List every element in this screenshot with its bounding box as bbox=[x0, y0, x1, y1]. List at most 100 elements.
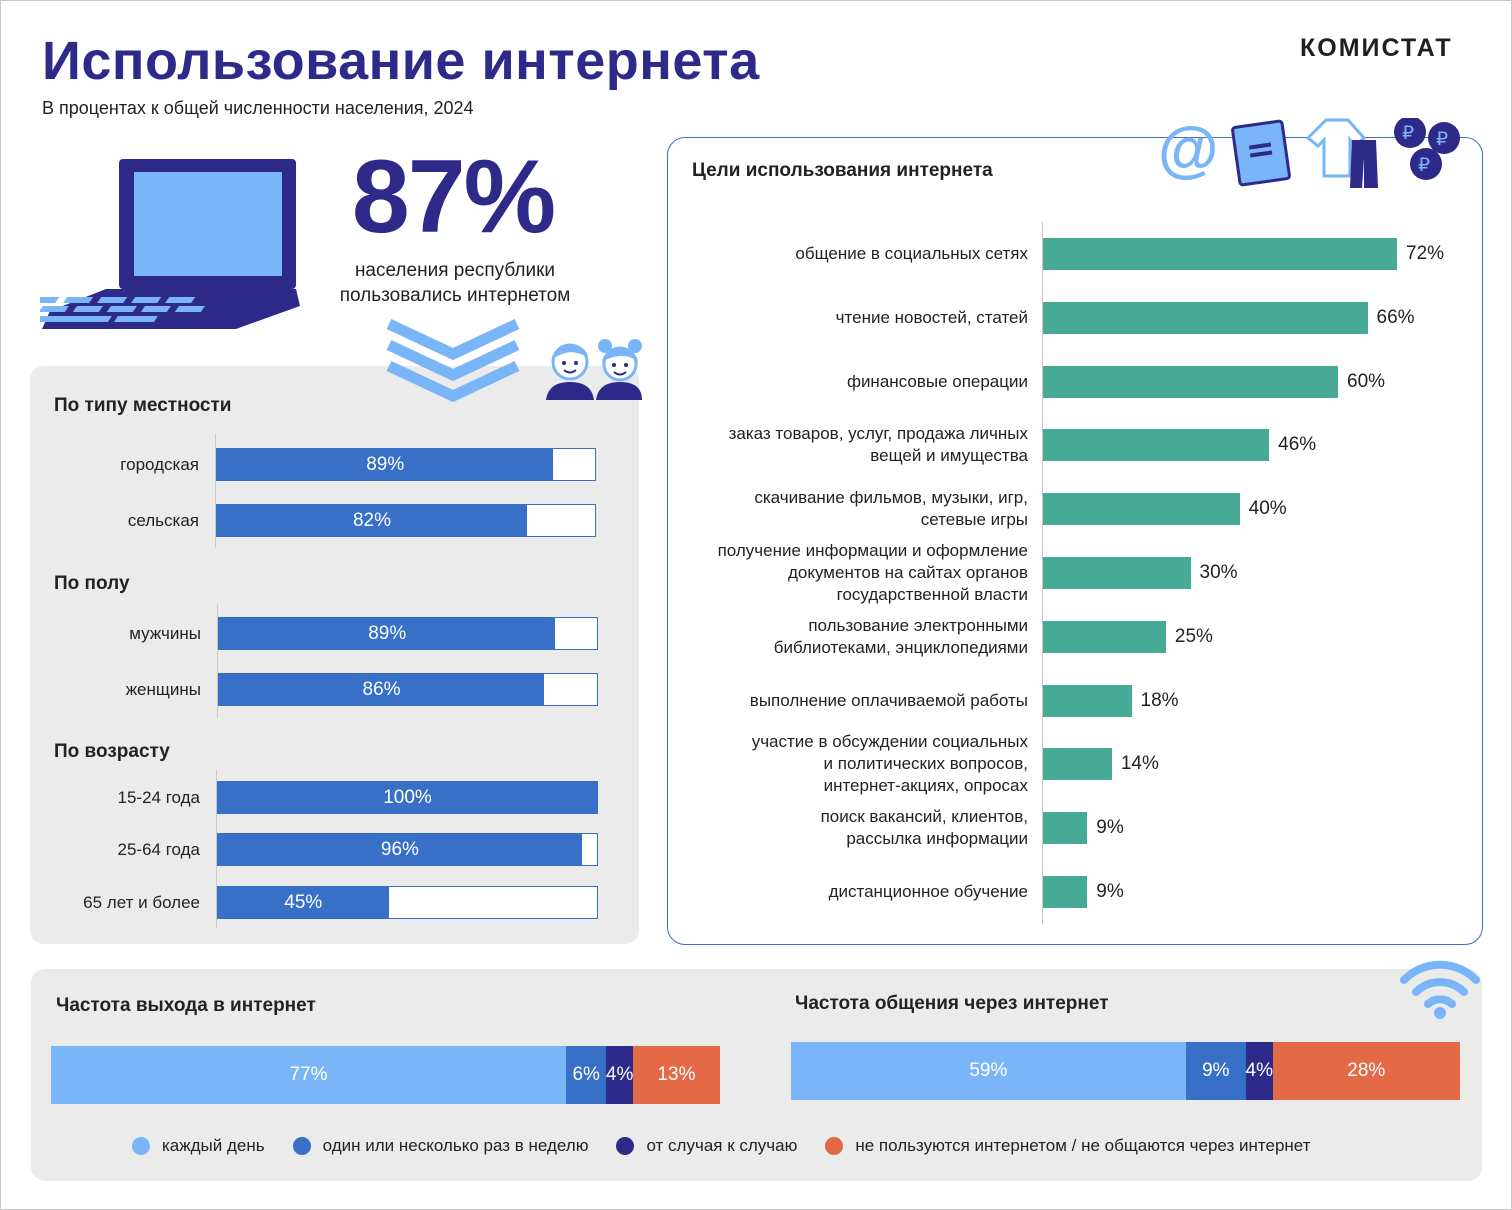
stack-segment: 28% bbox=[1272, 1042, 1460, 1100]
goal-bar bbox=[1043, 493, 1240, 526]
headline-value: 87% bbox=[351, 139, 556, 255]
goal-category-label-line: чтение новостей, статей bbox=[835, 307, 1028, 327]
demo-category-label: 65 лет и более bbox=[83, 893, 200, 912]
goal-value-label: 72% bbox=[1406, 243, 1445, 264]
gender-axis bbox=[217, 604, 218, 718]
goal-category-label-line: пользование электронными bbox=[808, 615, 1028, 635]
headline-caption-line2: пользовались интернетом bbox=[339, 285, 571, 306]
ruble-coins-icon: ₽ ₽ ₽ bbox=[1394, 118, 1460, 180]
goal-bar bbox=[1043, 620, 1166, 653]
laptop-icon bbox=[40, 159, 300, 329]
goal-bar bbox=[1043, 301, 1368, 334]
demo-bar-value-label: 100% bbox=[383, 787, 432, 808]
demo-category-label: городская bbox=[120, 455, 199, 474]
at-sign-icon: @ bbox=[1158, 118, 1218, 184]
goal-category-label: дистанционное обучение bbox=[660, 881, 1028, 903]
goal-bar bbox=[1043, 876, 1088, 908]
frequency-legend: каждый день один или несколько раз в нед… bbox=[132, 1136, 1338, 1156]
goal-category-label-line: сетевые игры bbox=[920, 510, 1028, 530]
goal-category-label: участие в обсуждении социальных и политич… bbox=[660, 731, 1028, 797]
demo-bar-track: 86% bbox=[218, 673, 598, 706]
goal-bar bbox=[1043, 238, 1397, 270]
goal-bar bbox=[1043, 429, 1270, 462]
goal-category-label: финансовые операции bbox=[660, 371, 1028, 393]
demo-bar: 96% bbox=[218, 834, 582, 865]
goal-value-label: 66% bbox=[1376, 306, 1415, 328]
goal-category-label: получение информации и оформление докумен… bbox=[660, 540, 1028, 606]
demo-bar: 89% bbox=[217, 449, 554, 480]
stack-segment: 9% bbox=[1185, 1042, 1246, 1100]
goal-value-label: 40% bbox=[1248, 498, 1287, 520]
demo-bar-track: 89% bbox=[216, 448, 596, 481]
goal-category-label-line: участие в обсуждении социальных bbox=[751, 732, 1028, 752]
svg-text:@: @ bbox=[1158, 118, 1218, 184]
goal-value-label: 60% bbox=[1347, 370, 1386, 392]
children-icon bbox=[546, 339, 642, 400]
communication-frequency-stack: 59% 9% 4% 28% bbox=[791, 1042, 1460, 1100]
stack-segment: 6% bbox=[566, 1046, 607, 1104]
demo-bar: 100% bbox=[218, 782, 597, 813]
svg-text:₽: ₽ bbox=[1402, 122, 1414, 144]
goal-category-label-line: документов на сайтах органов bbox=[787, 563, 1028, 582]
demo-bar-track: 100% bbox=[217, 781, 598, 814]
goal-category-label-line: рассылка информации bbox=[846, 829, 1028, 849]
goal-category-label-line: вещей и имущества bbox=[870, 446, 1028, 466]
demo-bar: 45% bbox=[218, 887, 389, 918]
goal-category-label: поиск вакансий, клиентов, рассылка информ… bbox=[660, 806, 1028, 850]
goals-panel bbox=[667, 137, 1483, 945]
goal-category-label-line: финансовые операции bbox=[846, 371, 1028, 391]
svg-text:₽: ₽ bbox=[1418, 154, 1430, 176]
demo-bar-value-label: 96% bbox=[380, 839, 419, 860]
wifi-icon bbox=[1400, 960, 1480, 1019]
legend-item-daily: каждый день bbox=[132, 1136, 265, 1156]
goal-category-label-line: государственной власти bbox=[836, 585, 1028, 604]
demo-category-label: 15-24 года bbox=[117, 788, 201, 807]
goal-category-label: чтение новостей, статей bbox=[660, 307, 1028, 329]
demo-bar: 86% bbox=[219, 674, 545, 705]
stack-segment: 4% bbox=[1246, 1042, 1273, 1100]
goal-bar bbox=[1043, 557, 1191, 589]
legend-swatch-occasional bbox=[616, 1137, 635, 1155]
age-axis bbox=[216, 770, 217, 928]
legend-swatch-weekly bbox=[292, 1137, 311, 1155]
demo-bar-value-label: 82% bbox=[352, 510, 391, 531]
demo-bar-track: 89% bbox=[218, 617, 598, 650]
demo-bar: 89% bbox=[219, 618, 556, 649]
legend-label-daily: каждый день bbox=[162, 1136, 265, 1155]
goal-bar bbox=[1043, 812, 1088, 845]
stack-segment: 4% bbox=[606, 1046, 633, 1104]
page-title: Использование интернета bbox=[42, 31, 760, 91]
legend-label-not-using: не пользуются интернетом / не общаются ч… bbox=[855, 1136, 1311, 1155]
demo-category-label: женщины bbox=[125, 680, 201, 699]
svg-text:₽: ₽ bbox=[1436, 128, 1448, 150]
goal-category-label: пользование электронными библиотеками, эн… bbox=[660, 615, 1028, 659]
goal-category-label-line: поиск вакансий, клиентов, bbox=[820, 807, 1028, 827]
legend-swatch-not-using bbox=[825, 1137, 844, 1155]
goal-category-label: скачивание фильмов, музыки, игр, сетевые … bbox=[660, 487, 1028, 531]
locality-section-title: По типу местности bbox=[54, 395, 232, 416]
stack-segment: 77% bbox=[51, 1046, 567, 1104]
goal-category-label-line: заказ товаров, услуг, продажа личных bbox=[728, 424, 1028, 444]
goal-category-label-line: общение в социальных сетях bbox=[795, 244, 1028, 263]
locality-axis bbox=[215, 434, 216, 548]
goal-value-label: 46% bbox=[1278, 434, 1317, 456]
access-frequency-title: Частота выхода в интернет bbox=[56, 995, 316, 1016]
goal-category-label-line: выполнение оплачиваемой работы bbox=[749, 690, 1028, 710]
headline-caption-line1: населения республики bbox=[354, 260, 556, 281]
goal-category-label: заказ товаров, услуг, продажа личных веще… bbox=[660, 423, 1028, 467]
goal-value-label: 25% bbox=[1174, 625, 1213, 647]
legend-label-occasional: от случая к случаю bbox=[646, 1136, 798, 1155]
communication-frequency-title: Частота общения через интернет bbox=[795, 993, 1109, 1014]
brand-logo: КОМИСТАТ bbox=[1300, 34, 1453, 62]
goal-category-label-line: и политических вопросов, bbox=[823, 754, 1028, 774]
goal-category-label-line: скачивание фильмов, музыки, игр, bbox=[754, 488, 1028, 508]
demo-bar-track: 45% bbox=[217, 886, 598, 919]
goal-bar bbox=[1043, 684, 1132, 717]
goal-value-label: 9% bbox=[1096, 881, 1124, 902]
goal-value-label: 9% bbox=[1096, 817, 1124, 839]
goal-category-label-line: библиотеками, энциклопедиями bbox=[773, 637, 1028, 657]
book-icon bbox=[1231, 119, 1291, 187]
demo-category-label: сельская bbox=[127, 511, 199, 530]
legend-item-occasional: от случая к случаю bbox=[616, 1136, 797, 1156]
demo-bar: 82% bbox=[217, 505, 527, 536]
